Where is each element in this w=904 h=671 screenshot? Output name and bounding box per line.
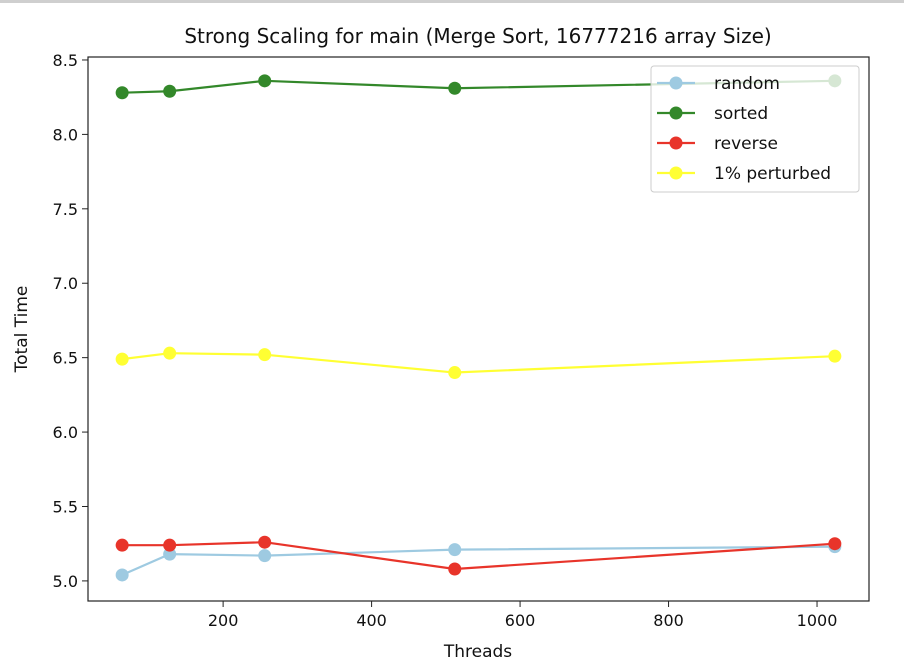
data-point bbox=[448, 562, 462, 576]
data-point bbox=[448, 366, 462, 380]
legend-item: reverse bbox=[657, 134, 778, 154]
x-axis: 200 400 600 800 1000 bbox=[208, 601, 838, 630]
series-2 bbox=[115, 535, 842, 576]
legend-label: sorted bbox=[714, 104, 768, 124]
data-point bbox=[258, 348, 272, 362]
data-point bbox=[115, 86, 129, 100]
x-tick-label: 400 bbox=[356, 611, 387, 630]
data-point bbox=[258, 549, 272, 563]
plot-frame bbox=[87, 56, 870, 602]
data-point bbox=[115, 538, 129, 552]
y-axis-label: Total Time bbox=[12, 286, 32, 374]
y-tick-label: 6.5 bbox=[53, 349, 78, 368]
y-tick-label: 8.5 bbox=[53, 51, 78, 70]
series-0 bbox=[115, 540, 842, 582]
y-tick-label: 7.5 bbox=[53, 200, 78, 219]
line-chart: Strong Scaling for main (Merge Sort, 167… bbox=[12, 24, 870, 662]
y-tick-label: 7.0 bbox=[53, 274, 78, 293]
legend-label: random bbox=[714, 74, 780, 94]
x-tick-label: 200 bbox=[208, 611, 239, 630]
data-point bbox=[115, 568, 129, 582]
legend-item: 1% perturbed bbox=[657, 164, 831, 184]
data-point bbox=[828, 537, 842, 551]
data-point bbox=[163, 538, 177, 552]
x-tick-label: 1000 bbox=[797, 611, 838, 630]
y-tick-label: 6.0 bbox=[53, 423, 78, 442]
legend-marker bbox=[669, 166, 683, 180]
data-point bbox=[115, 352, 129, 366]
data-point bbox=[163, 547, 177, 561]
series-3 bbox=[115, 346, 842, 380]
data-point bbox=[448, 81, 462, 95]
legend-box bbox=[650, 65, 860, 193]
legend-item: random bbox=[657, 74, 780, 94]
legend-label: reverse bbox=[714, 134, 778, 154]
x-axis-label: Threads bbox=[443, 642, 512, 662]
legend-label: 1% perturbed bbox=[714, 164, 831, 184]
y-tick-label: 5.5 bbox=[53, 497, 78, 516]
series-line bbox=[122, 352, 835, 374]
y-axis: 5.0 5.5 6.0 6.5 7.0 7.5 8.0 8.5 bbox=[53, 51, 88, 591]
legend: random sorted reverse 1% perturbed bbox=[650, 65, 860, 193]
data-point bbox=[163, 84, 177, 98]
data-point bbox=[163, 346, 177, 360]
plot-area: 200 400 600 800 1000 5.0 5.5 6.0 6.5 7.0 7.5 8.0 8.… bbox=[53, 51, 870, 630]
chart-title: Strong Scaling for main (Merge Sort, 167… bbox=[184, 24, 771, 48]
data-point bbox=[448, 543, 462, 557]
x-tick-label: 600 bbox=[505, 611, 536, 630]
data-point bbox=[828, 349, 842, 363]
y-tick-label: 8.0 bbox=[53, 125, 78, 144]
legend-marker bbox=[669, 136, 683, 150]
series-layer bbox=[115, 74, 842, 582]
legend-marker bbox=[669, 76, 683, 90]
x-tick-label: 800 bbox=[653, 611, 684, 630]
data-point bbox=[258, 74, 272, 88]
legend-marker bbox=[669, 106, 683, 120]
data-point bbox=[258, 535, 272, 549]
y-tick-label: 5.0 bbox=[53, 572, 78, 591]
legend-item: sorted bbox=[657, 104, 768, 124]
